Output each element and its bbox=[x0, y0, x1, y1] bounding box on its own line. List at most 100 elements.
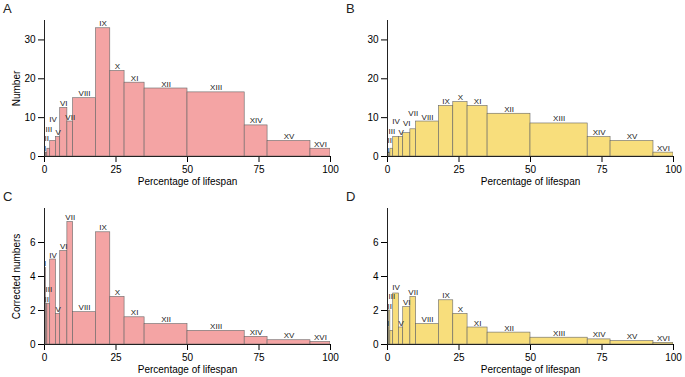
svg-text:0: 0 bbox=[30, 151, 36, 162]
svg-text:75: 75 bbox=[596, 352, 608, 363]
svg-text:VI: VI bbox=[403, 298, 411, 307]
svg-text:XIV: XIV bbox=[593, 128, 607, 137]
svg-text:VIII: VIII bbox=[422, 315, 434, 324]
svg-text:0: 0 bbox=[42, 164, 48, 175]
svg-text:XII: XII bbox=[161, 315, 171, 324]
svg-text:50: 50 bbox=[182, 352, 194, 363]
svg-text:100: 100 bbox=[665, 164, 682, 175]
svg-text:Percentage of lifespan: Percentage of lifespan bbox=[481, 176, 581, 187]
svg-text:XIII: XIII bbox=[210, 322, 222, 331]
svg-text:VI: VI bbox=[60, 242, 68, 251]
svg-text:Number: Number bbox=[11, 70, 22, 106]
svg-text:0: 0 bbox=[373, 151, 379, 162]
svg-text:VII: VII bbox=[408, 109, 418, 118]
svg-text:II: II bbox=[387, 302, 391, 311]
svg-text:IV: IV bbox=[49, 251, 57, 260]
svg-text:VIII: VIII bbox=[79, 303, 91, 312]
svg-text:0: 0 bbox=[373, 339, 379, 350]
svg-text:V: V bbox=[55, 305, 61, 314]
svg-text:75: 75 bbox=[596, 164, 608, 175]
svg-text:6: 6 bbox=[30, 237, 36, 248]
svg-text:20: 20 bbox=[24, 73, 36, 84]
svg-text:I: I bbox=[387, 319, 389, 328]
svg-text:XVI: XVI bbox=[314, 333, 327, 342]
svg-text:X: X bbox=[115, 62, 121, 71]
svg-text:30: 30 bbox=[367, 34, 379, 45]
svg-text:II: II bbox=[44, 134, 48, 143]
svg-text:XIII: XIII bbox=[210, 83, 222, 92]
svg-text:XVI: XVI bbox=[657, 144, 670, 153]
svg-text:XI: XI bbox=[474, 97, 482, 106]
svg-text:VII: VII bbox=[65, 213, 75, 222]
svg-text:III: III bbox=[45, 125, 52, 134]
svg-text:100: 100 bbox=[322, 164, 339, 175]
svg-text:XVI: XVI bbox=[314, 140, 327, 149]
svg-text:IX: IX bbox=[99, 223, 107, 232]
svg-text:XI: XI bbox=[131, 74, 139, 83]
svg-text:XV: XV bbox=[627, 132, 638, 141]
svg-text:XIV: XIV bbox=[593, 330, 607, 339]
svg-text:0: 0 bbox=[385, 352, 391, 363]
svg-text:10: 10 bbox=[24, 112, 36, 123]
svg-text:IX: IX bbox=[99, 19, 107, 28]
svg-text:III: III bbox=[388, 127, 395, 136]
svg-text:2: 2 bbox=[30, 305, 36, 316]
svg-text:100: 100 bbox=[665, 352, 682, 363]
svg-text:X: X bbox=[115, 288, 121, 297]
svg-text:I: I bbox=[387, 146, 389, 155]
svg-text:III: III bbox=[45, 285, 52, 294]
svg-text:IV: IV bbox=[392, 117, 400, 126]
svg-text:I: I bbox=[44, 144, 46, 153]
svg-text:10: 10 bbox=[367, 112, 379, 123]
svg-text:XIII: XIII bbox=[553, 114, 565, 123]
svg-text:IV: IV bbox=[49, 115, 57, 124]
svg-text:0: 0 bbox=[385, 164, 391, 175]
svg-text:IV: IV bbox=[392, 283, 400, 292]
svg-text:VIII: VIII bbox=[422, 113, 434, 122]
svg-text:50: 50 bbox=[525, 352, 537, 363]
svg-text:XI: XI bbox=[474, 319, 482, 328]
svg-text:XV: XV bbox=[627, 332, 638, 341]
svg-text:V: V bbox=[398, 128, 404, 137]
svg-text:X: X bbox=[458, 93, 464, 102]
svg-text:X: X bbox=[458, 305, 464, 314]
svg-text:XV: XV bbox=[284, 132, 295, 141]
svg-text:XIV: XIV bbox=[250, 116, 264, 125]
svg-text:30: 30 bbox=[24, 34, 36, 45]
svg-text:0: 0 bbox=[42, 352, 48, 363]
svg-text:XII: XII bbox=[161, 80, 171, 89]
svg-text:XII: XII bbox=[504, 324, 514, 333]
svg-text:2: 2 bbox=[373, 305, 379, 316]
svg-text:VII: VII bbox=[65, 113, 75, 122]
svg-text:V: V bbox=[55, 128, 61, 137]
svg-text:VI: VI bbox=[60, 99, 68, 108]
svg-text:0: 0 bbox=[30, 339, 36, 350]
svg-text:50: 50 bbox=[182, 164, 194, 175]
svg-text:III: III bbox=[388, 292, 395, 301]
svg-text:XII: XII bbox=[504, 105, 514, 114]
svg-text:4: 4 bbox=[30, 271, 36, 282]
svg-text:100: 100 bbox=[322, 352, 339, 363]
svg-text:50: 50 bbox=[525, 164, 537, 175]
svg-text:20: 20 bbox=[367, 73, 379, 84]
svg-text:75: 75 bbox=[253, 352, 265, 363]
svg-text:XVI: XVI bbox=[657, 334, 670, 343]
svg-text:25: 25 bbox=[453, 164, 465, 175]
svg-text:Percentage of lifespan: Percentage of lifespan bbox=[481, 364, 581, 375]
svg-text:6: 6 bbox=[373, 237, 379, 248]
svg-text:XI: XI bbox=[131, 308, 139, 317]
svg-text:25: 25 bbox=[110, 164, 122, 175]
svg-text:XV: XV bbox=[284, 331, 295, 340]
svg-text:75: 75 bbox=[253, 164, 265, 175]
svg-text:V: V bbox=[398, 319, 404, 328]
svg-text:VIII: VIII bbox=[79, 89, 91, 98]
svg-text:Percentage of lifespan: Percentage of lifespan bbox=[138, 176, 238, 187]
svg-text:XIV: XIV bbox=[250, 328, 264, 337]
svg-text:I: I bbox=[44, 259, 46, 268]
svg-text:VI: VI bbox=[403, 119, 411, 128]
svg-text:VII: VII bbox=[408, 288, 418, 297]
svg-text:25: 25 bbox=[453, 352, 465, 363]
svg-text:Percentage of lifespan: Percentage of lifespan bbox=[138, 364, 238, 375]
svg-text:IX: IX bbox=[442, 291, 450, 300]
svg-text:25: 25 bbox=[110, 352, 122, 363]
